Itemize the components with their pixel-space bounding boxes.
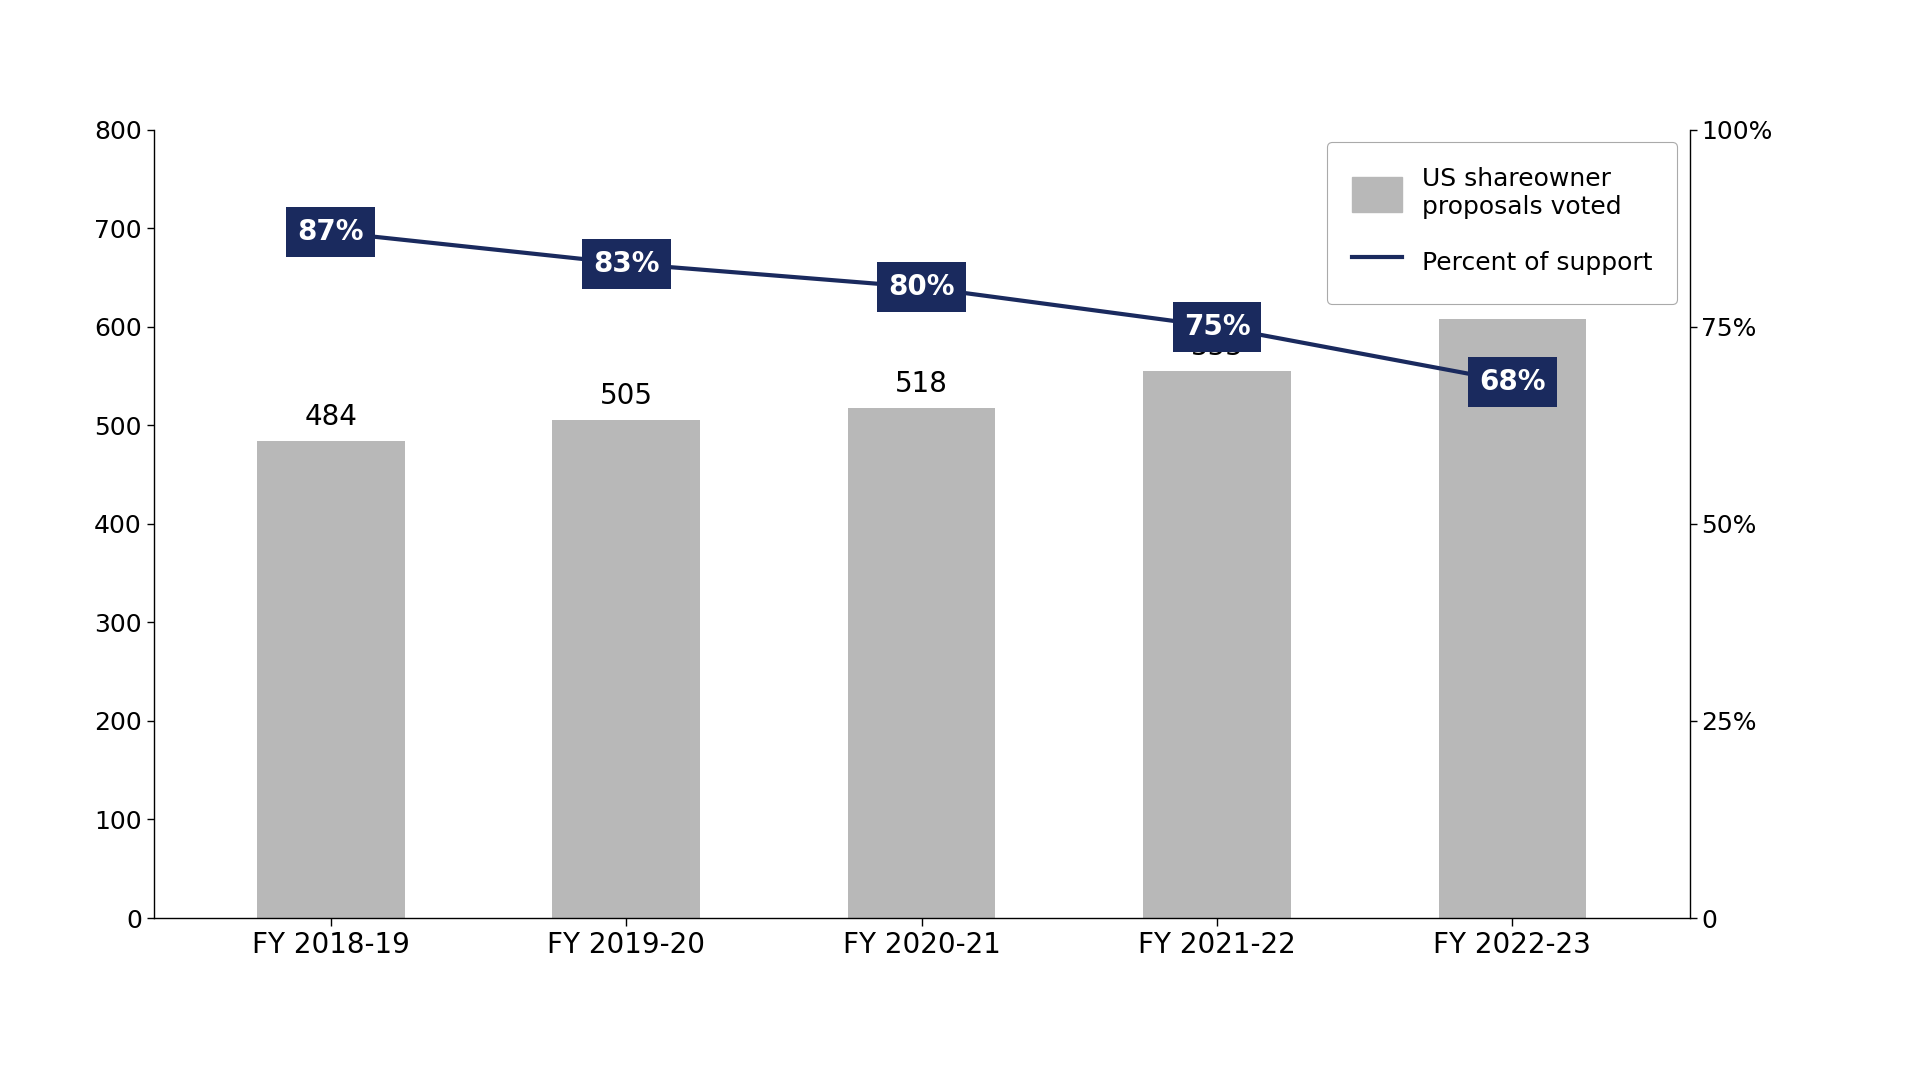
Text: 87%: 87% — [298, 218, 365, 246]
Text: 83%: 83% — [593, 249, 659, 278]
Bar — [849, 407, 995, 918]
Bar — [553, 420, 701, 918]
Bar — [257, 441, 405, 918]
Text: 75%: 75% — [1183, 313, 1250, 340]
Bar — [1142, 372, 1290, 918]
Text: 555: 555 — [1190, 334, 1244, 361]
Bar — [1438, 319, 1586, 918]
Text: 484: 484 — [305, 403, 357, 431]
Text: 518: 518 — [895, 369, 948, 397]
Text: 608: 608 — [1486, 281, 1538, 309]
Text: 505: 505 — [599, 382, 653, 410]
Text: 68%: 68% — [1478, 368, 1546, 396]
Legend: US shareowner
proposals voted, Percent of support: US shareowner proposals voted, Percent o… — [1327, 143, 1676, 305]
Text: 80%: 80% — [889, 273, 954, 301]
